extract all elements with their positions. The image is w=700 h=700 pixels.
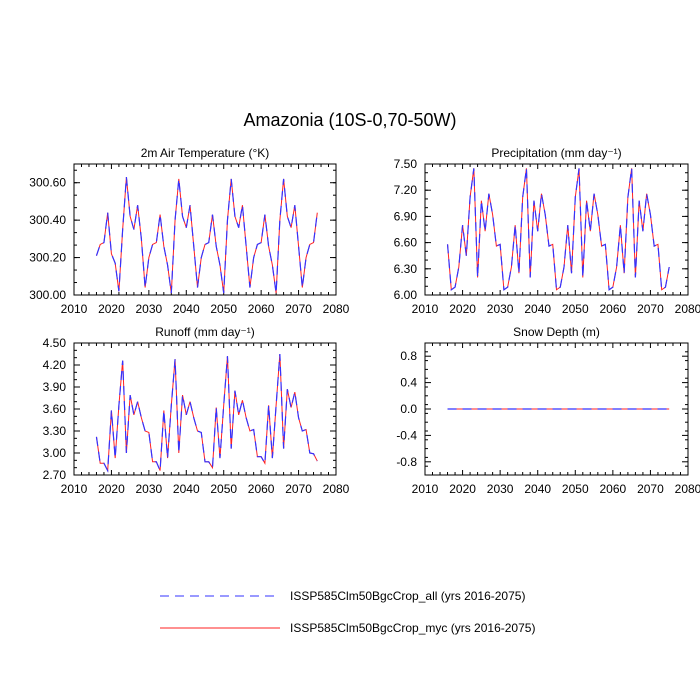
x-tick-label: 2080 bbox=[675, 482, 700, 496]
series-line-all bbox=[446, 168, 670, 291]
plot-frame bbox=[73, 163, 337, 296]
y-tick-label: 300.60 bbox=[29, 176, 66, 190]
x-tick-label: 2070 bbox=[285, 302, 312, 316]
panel-title: 2m Air Temperature (°K) bbox=[141, 146, 270, 160]
x-tick-label: 2060 bbox=[600, 302, 627, 316]
y-tick-label: 3.30 bbox=[43, 424, 67, 438]
x-tick-label: 2010 bbox=[61, 302, 88, 316]
x-tick-label: 2040 bbox=[173, 482, 200, 496]
x-tick-label: 2050 bbox=[210, 302, 237, 316]
x-tick-label: 2020 bbox=[98, 302, 125, 316]
y-tick-label: 3.90 bbox=[43, 380, 67, 394]
y-tick-label: 4.50 bbox=[43, 336, 67, 350]
x-tick-label: 2050 bbox=[562, 302, 589, 316]
x-tick-label: 2070 bbox=[637, 302, 664, 316]
series-line-myc bbox=[95, 177, 318, 294]
y-tick-label: 6.00 bbox=[394, 288, 418, 302]
x-tick-label: 2060 bbox=[248, 302, 275, 316]
legend: ISSP585Clm50BgcCrop_all (yrs 2016-2075) … bbox=[160, 589, 535, 635]
plot-frame bbox=[73, 342, 337, 476]
y-tick-label: 4.20 bbox=[43, 358, 67, 372]
panel-title: Snow Depth (m) bbox=[513, 325, 600, 339]
x-tick-label: 2050 bbox=[562, 482, 589, 496]
y-tick-label: 0.4 bbox=[400, 376, 417, 390]
x-tick-label: 2030 bbox=[136, 482, 163, 496]
y-tick-label: 2.70 bbox=[43, 468, 67, 482]
y-tick-label: -0.4 bbox=[396, 428, 417, 442]
x-tick-label: 2080 bbox=[323, 482, 350, 496]
x-tick-label: 2040 bbox=[173, 302, 200, 316]
x-tick-label: 2080 bbox=[323, 302, 350, 316]
figure-title: Amazonia (10S-0,70-50W) bbox=[243, 110, 457, 130]
y-tick-label: 300.00 bbox=[29, 288, 66, 302]
x-tick-label: 2040 bbox=[524, 482, 551, 496]
x-tick-label: 2040 bbox=[524, 302, 551, 316]
x-tick-label: 2060 bbox=[248, 482, 275, 496]
y-tick-label: 0.0 bbox=[400, 402, 417, 416]
y-tick-label: 3.00 bbox=[43, 446, 67, 460]
panel-title: Precipitation (mm day⁻¹) bbox=[491, 146, 621, 160]
x-tick-label: 2070 bbox=[285, 482, 312, 496]
series-line-myc bbox=[447, 168, 670, 291]
x-tick-label: 2010 bbox=[412, 302, 439, 316]
panel-runoff: Runoff (mm day⁻¹) 2010 2020 2030 2040 2050 206… bbox=[43, 325, 350, 496]
series-line-all bbox=[95, 177, 318, 294]
panel-title: Runoff (mm day⁻¹) bbox=[155, 325, 254, 339]
y-tick-label: 6.30 bbox=[394, 262, 418, 276]
x-tick-label: 2020 bbox=[449, 482, 476, 496]
y-tick-label: 6.60 bbox=[394, 236, 418, 250]
y-tick-label: 7.20 bbox=[394, 183, 418, 197]
y-tick-label: 3.60 bbox=[43, 402, 67, 416]
x-tick-label: 2020 bbox=[449, 302, 476, 316]
y-tick-label: 0.8 bbox=[400, 349, 417, 363]
series-line-all bbox=[95, 353, 318, 473]
y-tick-label: 6.90 bbox=[394, 209, 418, 223]
panel-snow-depth: Snow Depth (m) 2010 2020 2030 2040 2050 2060 20… bbox=[396, 325, 700, 496]
y-tick-label: 300.20 bbox=[29, 251, 66, 265]
x-tick-label: 2070 bbox=[637, 482, 664, 496]
legend-label-all: ISSP585Clm50BgcCrop_all (yrs 2016-2075) bbox=[290, 589, 525, 603]
y-tick-label: 300.40 bbox=[29, 213, 66, 227]
x-tick-label: 2020 bbox=[98, 482, 125, 496]
x-tick-label: 2060 bbox=[600, 482, 627, 496]
y-tick-label: -0.8 bbox=[396, 455, 417, 469]
plot-frame bbox=[424, 163, 689, 296]
y-tick-label: 7.50 bbox=[394, 157, 418, 171]
panel-air-temperature: 2m Air Temperature (°K) 2010 2020 2030 2040 2… bbox=[29, 146, 349, 316]
legend-label-myc: ISSP585Clm50BgcCrop_myc (yrs 2016-2075) bbox=[290, 621, 535, 635]
x-tick-label: 2010 bbox=[412, 482, 439, 496]
x-tick-label: 2030 bbox=[136, 302, 163, 316]
x-tick-label: 2010 bbox=[61, 482, 88, 496]
x-tick-label: 2030 bbox=[487, 302, 514, 316]
x-tick-label: 2030 bbox=[487, 482, 514, 496]
x-tick-label: 2050 bbox=[210, 482, 237, 496]
x-tick-label: 2080 bbox=[675, 302, 700, 316]
panel-precipitation: Precipitation (mm day⁻¹) 2010 2020 2030 2040… bbox=[394, 146, 700, 316]
